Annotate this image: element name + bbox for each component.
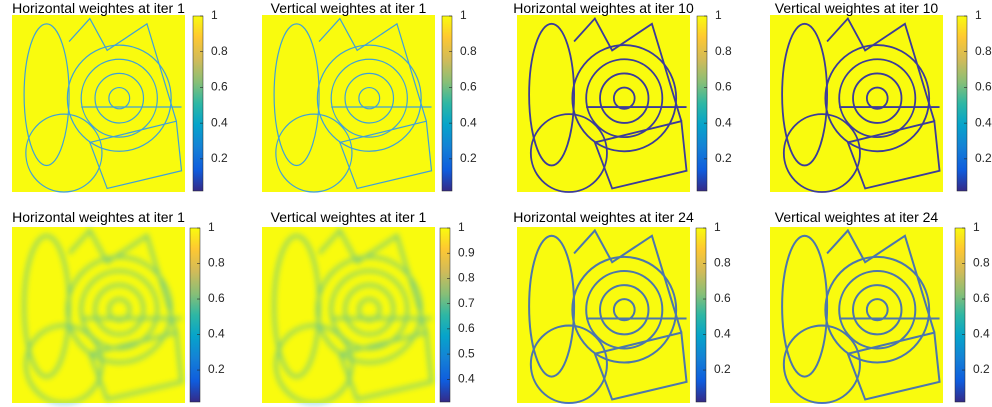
colorbar-tick-label: 1	[458, 220, 465, 234]
colorbar-tick-label: 0.4	[714, 327, 731, 341]
colorbar-tick-label: 1	[208, 220, 215, 234]
colorbar-tick-label: 0.2	[973, 362, 990, 376]
colorbar-tick-label: 1	[973, 220, 980, 234]
colorbar-tick-label: 0.8	[714, 256, 731, 270]
panel-title: Vertical weightes at iter 10	[775, 0, 939, 16]
panel: Vertical weightes at iter 1 0.4 0.5 0.6 0.7 0…	[262, 209, 475, 405]
colorbar	[954, 227, 966, 403]
panel: Horizontal weightes at iter 1 0.2 0.4 0.6 0.…	[12, 0, 228, 193]
colorbar	[441, 15, 453, 192]
colorbar-tick-label: 0.2	[208, 362, 225, 376]
colorbar-tick-label: 0.2	[211, 151, 228, 165]
colorbar-tick-label: 0.8	[715, 44, 732, 58]
colorbar-tick-label: 0.6	[714, 291, 731, 305]
colorbar	[192, 15, 204, 192]
colorbar-tick-label: 0.8	[975, 44, 992, 58]
panel: Vertical weightes at iter 1 0.2 0.4 0.6 0.8 1	[262, 0, 477, 193]
panel: Vertical weightes at iter 24 0.2 0.4 0.6 0.8…	[770, 209, 990, 405]
panel: Vertical weightes at iter 10 0.2 0.4 0.6 0.8…	[770, 0, 992, 193]
panel: Horizontal weightes at iter 24 0.2 0.4 0.6 0…	[513, 209, 731, 405]
colorbar-tick-label: 0.9	[458, 245, 475, 259]
colorbar-tick-label: 0.6	[208, 291, 225, 305]
colorbar-tick-label: 0.4	[458, 371, 475, 385]
panel-title: Horizontal weightes at iter 10	[513, 0, 694, 16]
colorbar	[695, 227, 707, 403]
colorbar	[189, 227, 201, 403]
panel-title: Horizontal weightes at iter 1	[12, 0, 185, 16]
colorbar-tick-label: 0.4	[460, 115, 477, 129]
colorbar-tick-label: 0.2	[714, 362, 731, 376]
colorbar-tick-label: 0.4	[211, 115, 228, 129]
colorbar-tick-label: 0.4	[973, 327, 990, 341]
colorbar-tick-label: 0.6	[975, 80, 992, 94]
colorbar-tick-label: 1	[211, 8, 218, 22]
colorbar-tick-label: 1	[714, 220, 721, 234]
colorbar-tick-label: 0.4	[208, 327, 225, 341]
panel: Horizontal weightes at iter 1 0.2 0.4 0.6 0.…	[12, 209, 225, 405]
panel-title: Horizontal weightes at iter 1	[12, 209, 185, 225]
panel: Horizontal weightes at iter 10 0.2 0.4 0.6 0…	[513, 0, 732, 193]
colorbar-tick-label: 0.8	[208, 256, 225, 270]
colorbar-tick-label: 0.6	[460, 80, 477, 94]
colorbar-tick-label: 0.2	[715, 151, 732, 165]
colorbar-tick-label: 0.7	[458, 296, 475, 310]
colorbar-tick-label: 0.6	[211, 80, 228, 94]
colorbar-tick-label: 0.8	[973, 256, 990, 270]
colorbar-tick-label: 0.5	[458, 346, 475, 360]
colorbar-tick-label: 0.8	[460, 44, 477, 58]
colorbar	[439, 227, 451, 403]
colorbar-tick-label: 1	[715, 8, 722, 22]
colorbar	[956, 15, 968, 192]
panel-title: Vertical weightes at iter 24	[775, 209, 939, 225]
colorbar-tick-label: 0.8	[458, 271, 475, 285]
panel-title: Horizontal weightes at iter 24	[513, 209, 694, 225]
panel-title: Vertical weightes at iter 1	[271, 0, 427, 16]
colorbar-tick-label: 0.4	[715, 115, 732, 129]
colorbar	[696, 15, 708, 192]
colorbar-tick-label: 0.6	[715, 80, 732, 94]
colorbar-tick-label: 0.2	[975, 151, 992, 165]
colorbar-tick-label: 0.8	[211, 44, 228, 58]
colorbar-tick-label: 0.6	[458, 321, 475, 335]
colorbar-tick-label: 0.4	[975, 115, 992, 129]
colorbar-tick-label: 1	[460, 8, 467, 22]
colorbar-tick-label: 1	[975, 8, 982, 22]
panel-title: Vertical weightes at iter 1	[271, 209, 427, 225]
colorbar-tick-label: 0.6	[973, 291, 990, 305]
colorbar-tick-label: 0.2	[460, 151, 477, 165]
